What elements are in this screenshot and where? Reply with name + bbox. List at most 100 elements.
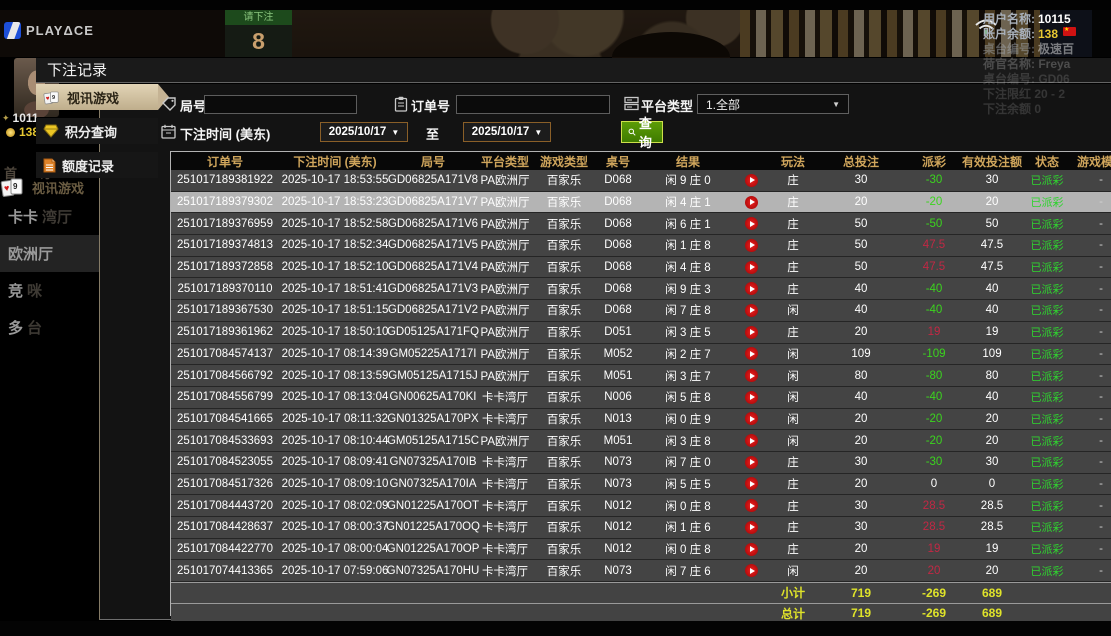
playace-logo-text: PLAYΔCE bbox=[26, 23, 94, 38]
cell-8: 庄 bbox=[787, 218, 799, 231]
cell-13: - bbox=[1099, 326, 1103, 339]
cell-13: - bbox=[1099, 412, 1103, 425]
table-row[interactable]: 251017189374813 2025-10-17 18:52:34 GD0682… bbox=[171, 235, 1111, 257]
bet-countdown: 请下注 8 bbox=[225, 10, 292, 57]
play-video-icon[interactable] bbox=[744, 499, 758, 513]
table-row[interactable]: 251017084443720 2025-10-17 08:02:09 GN0122… bbox=[171, 495, 1111, 517]
result-cell-play bbox=[733, 235, 769, 256]
bg-nav-item-0[interactable]: 卡卡 湾厅 bbox=[8, 209, 73, 226]
menu-tab-1[interactable]: 积分查询 bbox=[36, 118, 158, 144]
play-video-icon[interactable] bbox=[744, 542, 758, 556]
table-row[interactable]: 251017084574137 2025-10-17 08:14:39 GM0522… bbox=[171, 343, 1111, 366]
rank-icon: ✦ bbox=[2, 112, 10, 123]
platform-select[interactable]: 1.全部 ▼ bbox=[697, 94, 849, 114]
play-video-icon[interactable] bbox=[744, 369, 758, 383]
cell-12: 已派彩 bbox=[1030, 544, 1064, 557]
cell-11: 20 bbox=[985, 434, 999, 447]
play-video-icon[interactable] bbox=[744, 477, 758, 491]
subtotal-cell-9: 719 bbox=[850, 585, 872, 600]
result-cell-play bbox=[733, 170, 769, 191]
table-row[interactable]: 251017084517326 2025-10-17 08:09:10 GN0732… bbox=[171, 473, 1111, 496]
document-icon bbox=[43, 158, 56, 173]
video-dim-overlay bbox=[0, 10, 1111, 57]
cell-13: - bbox=[1099, 456, 1103, 469]
cell-9: 30 bbox=[854, 521, 868, 534]
table-row[interactable]: 251017189370110 2025-10-17 18:51:41 GD0682… bbox=[171, 278, 1111, 301]
play-video-icon[interactable] bbox=[744, 564, 758, 578]
cell-10: -30 bbox=[925, 456, 943, 469]
play-video-icon[interactable] bbox=[744, 260, 758, 274]
play-video-icon[interactable] bbox=[744, 455, 758, 469]
play-video-icon[interactable] bbox=[744, 412, 758, 426]
result-cell-play bbox=[733, 257, 769, 278]
search-button[interactable]: 查询 bbox=[621, 116, 664, 150]
menu-tab-2[interactable]: 额度记录 bbox=[36, 152, 158, 178]
play-video-icon[interactable] bbox=[744, 347, 758, 361]
svg-text:♥: ♥ bbox=[3, 183, 10, 194]
cell-10: -40 bbox=[925, 304, 943, 317]
cell-11: 30 bbox=[985, 456, 999, 469]
play-video-icon[interactable] bbox=[744, 238, 758, 252]
cell-3: PA欧洲厅 bbox=[480, 262, 530, 275]
bg-nav-item-3[interactable]: 多台 bbox=[8, 320, 43, 337]
cell-5: M051 bbox=[603, 434, 633, 447]
play-video-icon[interactable] bbox=[744, 434, 758, 448]
cell-1: 2025-10-17 08:00:37 bbox=[281, 521, 389, 534]
table-row[interactable]: 251017084556799 2025-10-17 08:13:04 GN0062… bbox=[171, 386, 1111, 409]
cell-5: D068 bbox=[604, 239, 632, 252]
play-video-icon[interactable] bbox=[744, 390, 758, 404]
cell-4: 百家乐 bbox=[546, 283, 582, 296]
cell-9: 109 bbox=[851, 347, 871, 360]
play-video-icon[interactable] bbox=[744, 303, 758, 317]
cell-8: 庄 bbox=[787, 522, 799, 535]
menu-tab-0[interactable]: ♥ 9 视讯游戏 bbox=[36, 84, 169, 110]
play-video-icon[interactable] bbox=[744, 195, 758, 209]
table-row[interactable]: 251017084541665 2025-10-17 08:11:32 GN0132… bbox=[171, 408, 1111, 431]
result-cell-play bbox=[733, 300, 769, 321]
cell-11: 40 bbox=[985, 282, 999, 295]
top-black-strip bbox=[0, 0, 1111, 10]
table-row[interactable]: 251017189367530 2025-10-17 18:51:15 GD0682… bbox=[171, 300, 1111, 322]
cell-3: 卡卡湾厅 bbox=[482, 413, 528, 426]
play-video-icon[interactable] bbox=[744, 520, 758, 534]
table-row[interactable]: 251017084523055 2025-10-17 08:09:41 GN0732… bbox=[171, 451, 1111, 474]
round-input[interactable] bbox=[204, 95, 357, 114]
table-row[interactable]: 251017189376959 2025-10-17 18:52:58 GD0682… bbox=[171, 213, 1111, 236]
cell-3: PA欧洲厅 bbox=[480, 218, 530, 231]
table-row[interactable]: 251017084422770 2025-10-17 08:00:04 GN0122… bbox=[171, 538, 1111, 561]
order-input[interactable] bbox=[456, 95, 610, 114]
table-row[interactable]: 251017189361962 2025-10-17 18:50:10 GD0512… bbox=[171, 321, 1111, 344]
col-header-13: 游戏模式 bbox=[1076, 154, 1111, 169]
subtotal-row: 小计 719 -269 689 bbox=[171, 582, 1111, 603]
play-video-icon[interactable] bbox=[744, 282, 758, 296]
cell-2: GD05125A171FQ bbox=[386, 326, 480, 339]
table-row[interactable]: 251017189372858 2025-10-17 18:52:10 GD0682… bbox=[171, 256, 1111, 279]
result-cell-play bbox=[733, 539, 769, 560]
table-row[interactable]: 251017084533693 2025-10-17 08:10:44 GM0512… bbox=[171, 430, 1111, 452]
table-row[interactable]: 251017189379302 2025-10-17 18:53:23 GD0682… bbox=[171, 191, 1111, 214]
table-row[interactable]: 251017189381922 2025-10-17 18:53:55 GD0682… bbox=[171, 170, 1111, 192]
table-row[interactable]: 251017084566792 2025-10-17 08:13:59 GM0512… bbox=[171, 365, 1111, 387]
cell-10: -109 bbox=[922, 347, 946, 360]
bg-nav-item-2[interactable]: 竞咪 bbox=[8, 283, 43, 300]
table-row[interactable]: 251017084428637 2025-10-17 08:00:37 GN0122… bbox=[171, 517, 1111, 539]
table-row[interactable]: 251017074413365 2025-10-17 07:59:06 GN0732… bbox=[171, 560, 1111, 583]
cell-9: 20 bbox=[854, 412, 868, 425]
cell-4: 百家乐 bbox=[546, 327, 582, 340]
subtotal-cell-13 bbox=[1073, 583, 1111, 603]
left-nav-items: 卡卡 湾厅欧洲厅竞咪多台 bbox=[0, 198, 99, 346]
ghost-dealer-name: 荷官名称: Freya bbox=[983, 57, 1071, 71]
cell-12: 已派彩 bbox=[1030, 327, 1064, 340]
date-from-picker[interactable]: 2025/10/17 ▼ bbox=[320, 122, 408, 142]
cell-5: D068 bbox=[604, 282, 632, 295]
cell-1: 2025-10-17 18:51:15 bbox=[281, 304, 389, 317]
cell-0: 251017189370110 bbox=[177, 282, 273, 295]
play-video-icon[interactable] bbox=[744, 217, 758, 231]
cell-3: PA欧洲厅 bbox=[480, 240, 530, 253]
svg-text:9: 9 bbox=[52, 94, 55, 100]
bg-nav-item-1[interactable]: 欧洲厅 bbox=[0, 235, 99, 272]
play-video-icon[interactable] bbox=[744, 325, 758, 339]
date-to-picker[interactable]: 2025/10/17 ▼ bbox=[463, 122, 551, 142]
cell-12: 已派彩 bbox=[1030, 218, 1064, 231]
play-video-icon[interactable] bbox=[744, 173, 758, 187]
